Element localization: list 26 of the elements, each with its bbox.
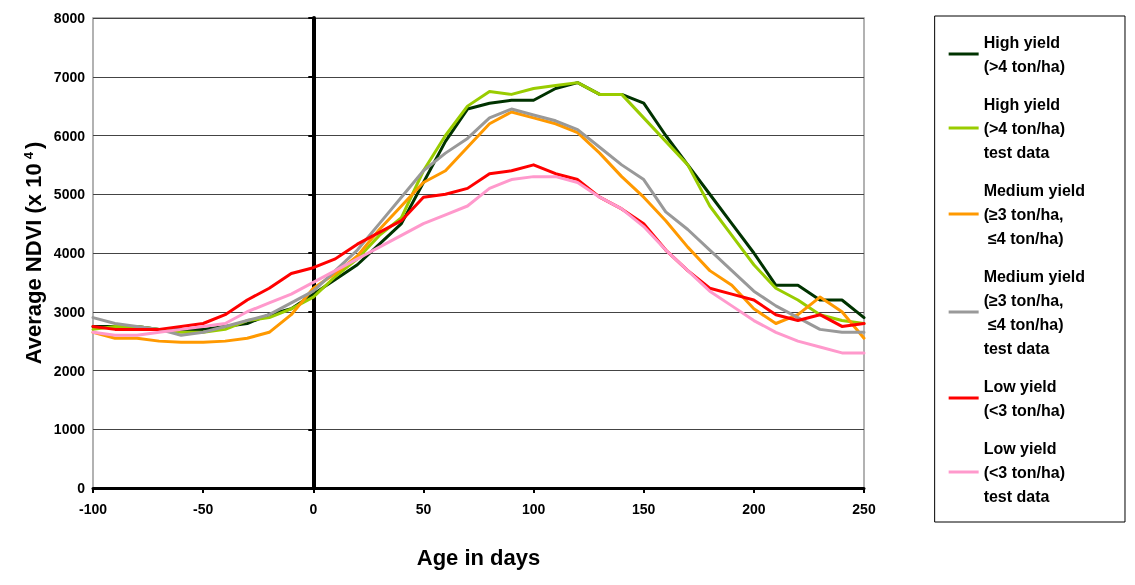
y-tick-label: 6000: [53, 127, 86, 144]
x-tick-label: -100: [78, 501, 108, 517]
x-tick-label: -50: [193, 501, 214, 517]
y-tick-label: 3000: [53, 303, 86, 320]
y-tick-label: 8000: [53, 10, 86, 26]
x-tick-label: 100: [521, 501, 546, 517]
y-tick-label: 1000: [53, 421, 86, 438]
line-series: [91, 175, 866, 355]
y-axis-title: Average NDVI (x 104): [21, 141, 46, 365]
x-tick-label: 0: [309, 501, 318, 517]
legend-label: Medium yield (≥3 ton/ha, ≤4 ton/ha) test data: [983, 267, 1086, 357]
x-tick-label: 50: [415, 501, 432, 517]
legend-label: Low yield (<3 ton/ha) test data: [983, 439, 1065, 505]
legend-label: High yield (>4 ton/ha): [983, 33, 1065, 75]
y-tick-label: 5000: [53, 186, 86, 203]
y-tick-label: 4000: [53, 245, 86, 261]
legend-label: Medium yield (≥3 ton/ha, ≤4 ton/ha): [983, 181, 1086, 247]
x-axis-title: Age in days: [416, 544, 541, 570]
x-tick-label: 200: [742, 501, 766, 517]
y-tick-label: 2000: [53, 362, 86, 379]
x-tick-label: 150: [632, 501, 656, 517]
y-tick-label: 7000: [53, 68, 86, 85]
x-tick-label: 250: [852, 501, 876, 517]
y-tick-label: 0: [77, 480, 86, 496]
legend-label: Low yield (<3 ton/ha): [983, 377, 1065, 419]
legend-label: High yield (>4 ton/ha) test data: [983, 95, 1065, 161]
